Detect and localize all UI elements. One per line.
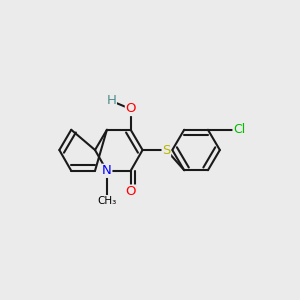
Text: O: O bbox=[125, 103, 136, 116]
Text: Cl: Cl bbox=[233, 123, 245, 136]
Text: CH₃: CH₃ bbox=[97, 196, 116, 206]
Text: O: O bbox=[125, 185, 136, 198]
Text: H: H bbox=[106, 94, 116, 107]
Text: N: N bbox=[102, 164, 112, 177]
Text: S: S bbox=[162, 143, 170, 157]
